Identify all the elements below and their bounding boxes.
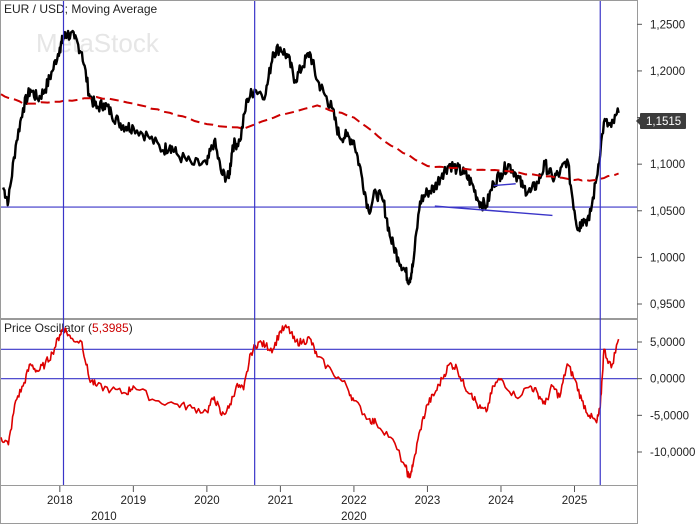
price-oscillator-series xyxy=(0,324,620,479)
x-tick-label: 2021 xyxy=(268,495,294,507)
trendline xyxy=(434,205,553,217)
oscillator-y-tick-label: 5,0000 xyxy=(650,337,685,349)
x-tick-label: 2024 xyxy=(488,495,514,507)
eurusd-price-series xyxy=(2,29,620,286)
price-y-axis: 1,25001,20001,15001,10001,05001,00000,95… xyxy=(637,19,685,311)
x-tick-label: 2020 xyxy=(194,495,220,507)
price-chart-title: EUR / USD; Moving Average xyxy=(4,2,158,16)
last-value-label: 1,1515 xyxy=(646,116,681,128)
x-tick-label: 2018 xyxy=(47,495,73,507)
price-panel-frame xyxy=(0,0,638,319)
price-y-tick-label: 1,0000 xyxy=(650,252,685,264)
last-value-badge-pointer xyxy=(636,116,641,126)
x-group-label: 2020 xyxy=(341,511,367,523)
price-y-tick-label: 1,2000 xyxy=(650,66,685,78)
oscillator-series-group xyxy=(0,324,620,479)
price-series-group xyxy=(0,29,620,286)
x-tick-label: 2022 xyxy=(341,495,367,507)
oscillator-title-close-paren: ) xyxy=(129,321,133,335)
last-value-badge: 1,1515 xyxy=(636,113,686,129)
trendline xyxy=(493,183,516,187)
oscillator-reference-lines xyxy=(1,348,637,380)
oscillator-y-tick-label: 0,0000 xyxy=(650,374,685,386)
vertical-marker-lines xyxy=(62,1,601,485)
price-trendlines xyxy=(434,183,553,217)
oscillator-title: Price Oscillator (5,3985) xyxy=(4,321,133,335)
date-axis: 2018 2019 2020 2021 2022 2023 2024 2025 2010 2020 xyxy=(47,486,587,523)
oscillator-title-value: 5,3985 xyxy=(92,321,129,335)
oscillator-y-axis: 5,0000 0,0000 -5,0000 -10,0000 xyxy=(637,337,695,459)
x-group-label: 2010 xyxy=(91,511,117,523)
price-y-tick-label: 1,1000 xyxy=(650,159,685,171)
oscillator-y-tick-label: -10,0000 xyxy=(650,447,695,459)
x-tick-label: 2025 xyxy=(562,495,588,507)
moving-average-series xyxy=(0,93,619,182)
watermark: MetaStock xyxy=(36,28,160,58)
x-tick-label: 2023 xyxy=(415,495,441,507)
price-y-tick-label: 1,2500 xyxy=(650,19,685,31)
price-y-tick-label: 0,9500 xyxy=(650,299,685,311)
x-tick-label: 2019 xyxy=(121,495,147,507)
price-y-tick-label: 1,0500 xyxy=(650,206,685,218)
oscillator-title-name: Price Oscillator xyxy=(4,321,85,335)
oscillator-title-open-paren: ( xyxy=(88,321,92,335)
oscillator-y-tick-label: -5,0000 xyxy=(650,410,689,422)
last-value-badge-bg xyxy=(640,113,686,129)
